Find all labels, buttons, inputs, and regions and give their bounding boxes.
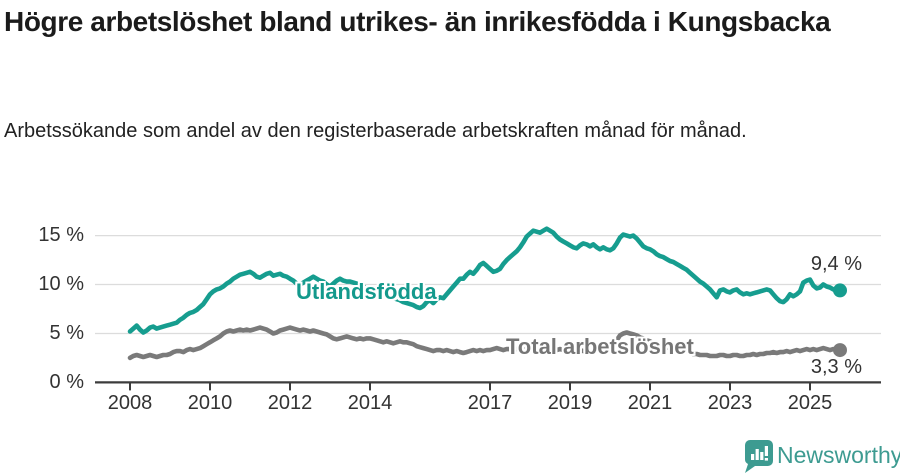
y-tick-label-5: 5 % <box>49 322 84 344</box>
logo-bar-2 <box>755 449 759 460</box>
series-line-utlandsf-dda <box>127 226 843 335</box>
x-tick-label-2019: 2019 <box>547 392 593 414</box>
page-title: Högre arbetslöshet bland utrikes- än inr… <box>4 6 831 37</box>
end-value-label-utlandsfodda: 9,4 % <box>810 253 862 275</box>
brand-name: Newsworthy <box>777 442 900 468</box>
y-tick-label-10: 10 % <box>38 273 84 295</box>
x-tick-label-2010: 2010 <box>187 392 233 414</box>
series-label-total: Total arbetslöshet <box>506 334 694 359</box>
chart-subtitle: Arbetssökande som andel av den registerb… <box>4 120 747 142</box>
end-value-label-total: 3,3 % <box>810 356 862 378</box>
logo-bar-3 <box>760 452 764 460</box>
x-tick-label-2021: 2021 <box>627 392 673 414</box>
logo-bubble <box>745 440 773 473</box>
y-tick-label-15: 15 % <box>38 224 84 246</box>
series-label-utlandsfodda: Utlandsfödda <box>296 279 437 304</box>
newsworthy-logo-icon <box>745 440 773 473</box>
logo-exclamation-dot <box>764 458 768 461</box>
series-end-dot-total-arbetsl-shet <box>833 343 847 358</box>
logo-bar-1 <box>751 454 755 460</box>
series-line-total-arbetsl-shet <box>127 325 843 361</box>
x-tick-label-2012: 2012 <box>267 392 313 414</box>
x-tick-label-2014: 2014 <box>347 392 393 414</box>
logo-exclamation-bar <box>764 446 768 456</box>
newsworthy-brand: Newsworthy <box>744 440 900 473</box>
x-tick-label-2025: 2025 <box>787 392 833 414</box>
x-tick-label-2023: 2023 <box>707 392 753 414</box>
y-tick-label-0: 0 % <box>49 371 84 393</box>
x-tick-label-2008: 2008 <box>107 392 153 414</box>
x-tick-label-2017: 2017 <box>467 392 513 414</box>
series-end-dot-utlandsf-dda <box>833 283 847 298</box>
